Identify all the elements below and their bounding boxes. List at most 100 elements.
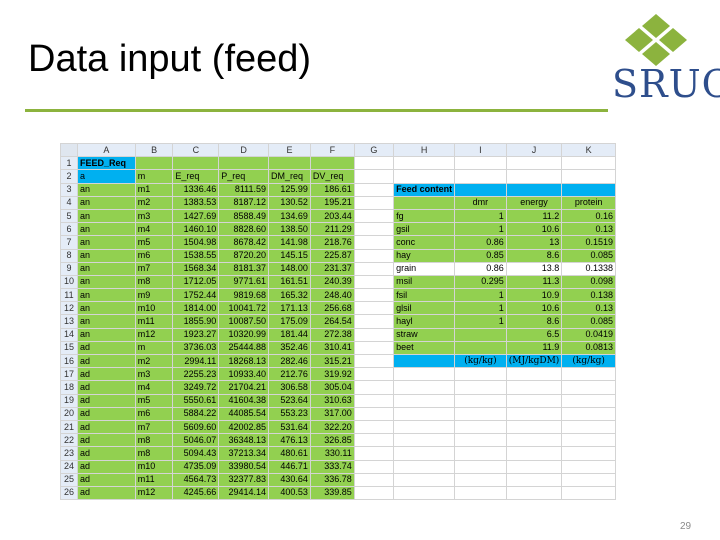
column-header-g[interactable]: G bbox=[353, 143, 395, 158]
feed-dmr[interactable]: 1 bbox=[454, 314, 507, 329]
cell-b[interactable]: m6 bbox=[134, 406, 174, 421]
row-header[interactable]: 12 bbox=[60, 301, 78, 316]
cell-i[interactable] bbox=[454, 446, 507, 461]
cell-a[interactable]: ad bbox=[76, 472, 136, 487]
feed-energy[interactable]: 8.6 bbox=[505, 314, 563, 329]
cell-c[interactable]: 5046.07 bbox=[172, 433, 220, 448]
cell-j[interactable] bbox=[505, 459, 563, 474]
cell-a[interactable]: ad bbox=[76, 446, 136, 461]
cell-g[interactable] bbox=[353, 327, 395, 342]
cell-e[interactable]: 352.46 bbox=[268, 340, 311, 356]
cell-g[interactable] bbox=[353, 433, 395, 448]
cell-e[interactable]: 306.58 bbox=[268, 380, 311, 395]
cell-k[interactable] bbox=[561, 169, 616, 184]
cell-f[interactable]: 339.85 bbox=[309, 485, 355, 501]
cell-d[interactable]: 33980.54 bbox=[218, 459, 270, 474]
feed-name[interactable]: fsil bbox=[393, 288, 456, 303]
cell-e[interactable]: 282.46 bbox=[268, 353, 311, 369]
feed-name[interactable]: msil bbox=[393, 274, 456, 290]
cell-d[interactable]: 44085.54 bbox=[218, 406, 270, 421]
cell-e[interactable]: 145.15 bbox=[268, 248, 311, 263]
cell-i[interactable] bbox=[454, 419, 507, 435]
cell-j[interactable] bbox=[505, 406, 563, 421]
cell-b[interactable]: m2 bbox=[134, 195, 174, 210]
cell-j[interactable] bbox=[505, 169, 563, 184]
cell-g[interactable] bbox=[353, 169, 395, 184]
cell-d[interactable]: 10087.50 bbox=[218, 314, 270, 329]
cell-g[interactable] bbox=[353, 195, 395, 210]
cell-g[interactable] bbox=[353, 367, 395, 382]
cell-c[interactable]: 1383.53 bbox=[172, 195, 220, 210]
feed-energy[interactable]: 10.6 bbox=[505, 301, 563, 316]
feed-protein[interactable]: 0.13 bbox=[561, 222, 616, 237]
cell-b[interactable]: m5 bbox=[134, 235, 174, 250]
cell-f[interactable]: 319.92 bbox=[309, 367, 355, 382]
feed-dmr[interactable]: 0.85 bbox=[454, 248, 507, 263]
row-header[interactable]: 1 bbox=[60, 156, 78, 171]
cell-i[interactable] bbox=[454, 169, 507, 184]
cell-h[interactable] bbox=[393, 472, 456, 487]
cell-b[interactable] bbox=[134, 156, 174, 171]
cell-j[interactable] bbox=[505, 182, 563, 197]
cell-e[interactable]: 171.13 bbox=[268, 301, 311, 316]
cell-h[interactable] bbox=[393, 459, 456, 474]
cell-j[interactable] bbox=[505, 380, 563, 395]
cell-k[interactable] bbox=[561, 380, 616, 395]
feed-dmr[interactable]: 0.86 bbox=[454, 235, 507, 250]
cell-e[interactable]: 130.52 bbox=[268, 195, 311, 210]
cell-j[interactable] bbox=[505, 446, 563, 461]
cell-a[interactable]: an bbox=[76, 222, 136, 237]
feed-protein[interactable]: 0.138 bbox=[561, 288, 616, 303]
feed-dmr[interactable] bbox=[454, 340, 507, 356]
cell-a[interactable]: an bbox=[76, 314, 136, 329]
feed-protein[interactable]: 0.13 bbox=[561, 301, 616, 316]
cell-b[interactable]: m8 bbox=[134, 446, 174, 461]
feed-energy[interactable]: 6.5 bbox=[505, 327, 563, 342]
cell-c[interactable]: 1855.90 bbox=[172, 314, 220, 329]
cell-h[interactable] bbox=[393, 169, 456, 184]
cell-a[interactable]: a bbox=[76, 169, 136, 184]
cell-a[interactable]: an bbox=[76, 261, 136, 276]
feed-energy[interactable]: 10.9 bbox=[505, 288, 563, 303]
feed-dmr[interactable]: 1 bbox=[454, 288, 507, 303]
cell-a[interactable]: an bbox=[76, 274, 136, 290]
cell-b[interactable]: m5 bbox=[134, 393, 174, 408]
cell-d[interactable]: 42002.85 bbox=[218, 419, 270, 435]
row-header[interactable]: 8 bbox=[60, 248, 78, 263]
cell-c[interactable]: 1752.44 bbox=[172, 288, 220, 303]
cell-k[interactable] bbox=[561, 156, 616, 171]
row-header[interactable]: 2 bbox=[60, 169, 78, 184]
cell-i[interactable] bbox=[454, 485, 507, 501]
cell-k[interactable] bbox=[561, 367, 616, 382]
cell-f[interactable]: 203.44 bbox=[309, 208, 355, 224]
cell-i[interactable] bbox=[454, 156, 507, 171]
cell-d[interactable]: 8678.42 bbox=[218, 235, 270, 250]
cell-f[interactable]: 317.00 bbox=[309, 406, 355, 421]
feed-name[interactable]: gsil bbox=[393, 222, 456, 237]
cell-g[interactable] bbox=[353, 314, 395, 329]
feed-protein[interactable]: 0.098 bbox=[561, 274, 616, 290]
cell-f[interactable]: 231.37 bbox=[309, 261, 355, 276]
cell-d[interactable] bbox=[218, 156, 270, 171]
cell-e[interactable]: 476.13 bbox=[268, 433, 311, 448]
cell-b[interactable]: m11 bbox=[134, 314, 174, 329]
cell-c[interactable]: 1336.46 bbox=[172, 182, 220, 197]
cell-d[interactable]: 36348.13 bbox=[218, 433, 270, 448]
cell-i[interactable] bbox=[454, 393, 507, 408]
cell-c[interactable]: 5550.61 bbox=[172, 393, 220, 408]
cell-k[interactable] bbox=[561, 406, 616, 421]
cell-e[interactable]: 212.76 bbox=[268, 367, 311, 382]
cell-g[interactable] bbox=[353, 288, 395, 303]
cell-a[interactable]: an bbox=[76, 248, 136, 263]
feed-energy[interactable]: 13.8 bbox=[505, 261, 563, 276]
row-header[interactable]: 13 bbox=[60, 314, 78, 329]
feed-energy[interactable]: 11.3 bbox=[505, 274, 563, 290]
cell-f[interactable]: 305.04 bbox=[309, 380, 355, 395]
feed-dmr[interactable]: 0.86 bbox=[454, 261, 507, 276]
feed-name[interactable]: straw bbox=[393, 327, 456, 342]
cell-g[interactable] bbox=[353, 261, 395, 276]
cell-e[interactable]: 446.71 bbox=[268, 459, 311, 474]
cell-b[interactable]: m3 bbox=[134, 367, 174, 382]
cell-k[interactable] bbox=[561, 446, 616, 461]
feed-name[interactable]: hay bbox=[393, 248, 456, 263]
